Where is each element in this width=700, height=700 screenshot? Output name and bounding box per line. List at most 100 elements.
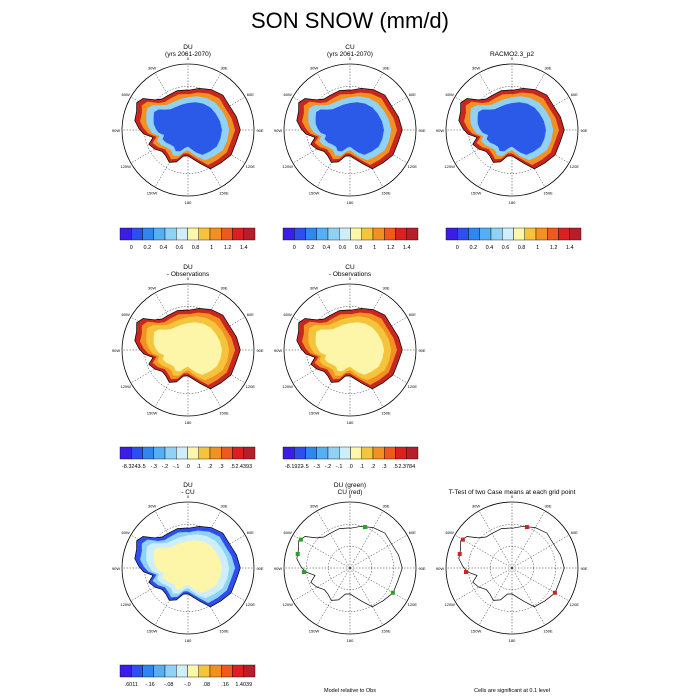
colorbar-cell [176,446,188,460]
longitude-label: 60E [571,530,578,535]
longitude-label: 150W [471,628,482,633]
longitude-label: 60E [247,92,254,97]
colorbar-label: -8.3243 [122,464,141,470]
meridian-line [292,567,351,602]
longitude-label: 0 [349,276,352,281]
colorbar-label: .0 [185,464,190,470]
longitude-label: 120E [570,164,580,169]
colorbar-cell [361,227,374,241]
colorbar-cell [294,227,306,241]
colorbar-label: .5 [230,464,235,470]
colorbar-cell [395,227,407,241]
longitude-label: 180 [347,420,354,425]
colorbar-label: 0.6 [339,245,347,251]
longitude-label: 0 [349,494,352,499]
map-frame [283,501,417,635]
colorbar-label: 1.2 [387,245,395,251]
map-cu: 0 30E 60E 90E 120E 150E 180 150W 120W 90W 60W 30W CU… [274,44,426,205]
colorbar-cell [198,446,211,460]
longitude-label: 30W [148,286,156,291]
colorbar-cell [142,664,154,678]
meridian-line [349,534,408,569]
map-model-rel: 0 30E 60E 90E 120E 150E 180 150W 120W 90W 60W 30W DU… [274,482,426,694]
longitude-label: 120E [408,384,418,389]
longitude-label: 90W [274,348,282,353]
significance-marker [457,551,462,556]
longitude-label: 120W [120,384,131,389]
panel-title: CU [345,44,355,51]
meridian-line [478,129,513,188]
meridian-line [187,567,246,602]
colorbar-cell [490,227,503,241]
meridian-line [187,96,246,131]
colorbar-label: -.5 [302,464,308,470]
colorbar-cell [282,446,295,460]
longitude-label: 60W [122,92,130,97]
longitude-label: 60W [284,92,292,97]
coastline [134,87,241,170]
longitude-label: 60W [446,92,454,97]
coastline [296,525,403,608]
meridian-line [187,316,246,351]
main-title: SON SNOW (mm/d) [251,8,449,33]
longitude-label: 30W [148,66,156,71]
colorbar-label: -.3 [151,464,157,470]
meridian-line [511,534,570,569]
meridian-line [511,510,546,569]
coastline [296,87,403,170]
colorbar-label: 0.6 [502,245,510,251]
colorbar-cell [209,664,222,678]
map-frame [283,63,417,197]
meridian-line [187,349,246,384]
longitude-label: 60E [247,312,254,317]
colorbar-label: 2.3784 [398,464,415,470]
longitude-label: 0 [187,494,190,499]
longitude-label: 60E [571,92,578,97]
map-frame [445,63,579,197]
colorbar-label: 1 [536,245,539,251]
longitude-label: 120E [246,384,256,389]
colorbar-cell [524,227,537,241]
significance-marker [460,537,465,542]
meridian-line [478,567,513,626]
colorbar-cell [339,227,351,241]
colorbar-cell [221,227,233,241]
colorbar-label: 2.4393 [235,464,252,470]
latitude-circle [306,524,394,612]
field-interior [315,102,384,155]
colorbar-label: .1 [359,464,364,470]
colorbar-cell [209,446,222,460]
map-frame [121,63,255,197]
longitude-label: 60W [284,312,292,317]
panel-title: DU (green) [334,482,366,489]
longitude-label: 90W [112,348,120,353]
colorbar-cell [445,227,458,241]
colorbar-label: 1.4 [240,245,248,251]
colorbar-cell [468,227,480,241]
panel-caption: Cells are significant at 0.1 level [474,688,550,694]
longitude-label: 90E [418,348,425,353]
longitude-label: 60E [409,92,416,97]
longitude-label: 120W [120,602,131,607]
longitude-label: 90E [256,566,263,571]
longitude-label: 60E [409,530,416,535]
colorbar-cell [282,227,295,241]
colorbar-label: 0.8 [518,245,526,251]
colorbar-cell [479,227,492,241]
longitude-label: 30W [148,504,156,509]
panel-title: DU [183,482,193,489]
colorbar-cell [316,227,329,241]
colorbar-cell [131,227,143,241]
map-du-cu: 0 30E 60E 90E 120E 150E 180 150W 120W 90W 60W 30W DU… [112,482,264,643]
meridian-line [349,129,384,188]
colorbar-label: 0 [456,245,459,251]
meridian-line [349,567,384,626]
colorbar-cell [327,227,340,241]
coastline [458,525,565,608]
longitude-label: 60E [247,530,254,535]
colorbar-label: .6011 [125,682,138,688]
colorbar-cell [119,446,132,460]
colorbar-cell [372,227,385,241]
colorbar-cell [221,446,233,460]
field-interior [477,102,546,155]
